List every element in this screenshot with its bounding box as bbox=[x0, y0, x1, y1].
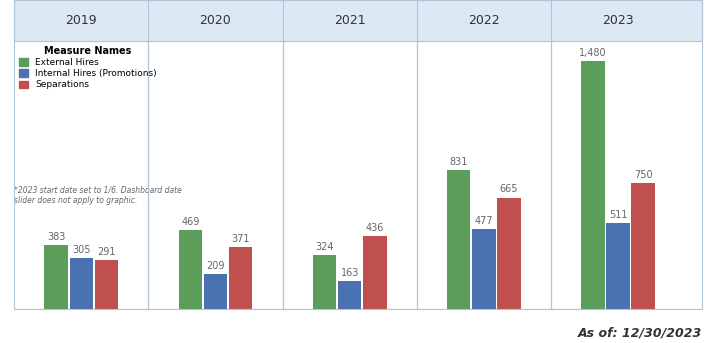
Text: 383: 383 bbox=[47, 232, 65, 242]
Bar bbox=[606, 223, 630, 309]
Bar bbox=[497, 198, 520, 309]
Bar bbox=[363, 236, 386, 309]
Bar bbox=[338, 282, 362, 309]
Bar bbox=[229, 247, 252, 309]
Text: 2023: 2023 bbox=[602, 14, 634, 27]
Text: 750: 750 bbox=[634, 170, 652, 180]
Bar bbox=[581, 61, 605, 309]
Bar bbox=[632, 183, 655, 309]
Bar bbox=[447, 170, 471, 309]
Bar bbox=[179, 230, 202, 309]
Bar bbox=[472, 229, 496, 309]
Text: 291: 291 bbox=[97, 247, 116, 257]
Text: 2021: 2021 bbox=[334, 14, 365, 27]
Text: 2022: 2022 bbox=[468, 14, 500, 27]
Text: 371: 371 bbox=[231, 234, 250, 244]
Text: 436: 436 bbox=[366, 223, 384, 233]
Bar bbox=[69, 258, 93, 309]
Text: *2023 start date set to 1/6. Dashboard date
slider does not apply to graphic.: *2023 start date set to 1/6. Dashboard d… bbox=[14, 186, 182, 205]
Text: 665: 665 bbox=[500, 185, 518, 194]
Bar bbox=[313, 255, 336, 309]
Text: 209: 209 bbox=[206, 261, 225, 271]
Text: 469: 469 bbox=[181, 217, 199, 227]
Text: As of: 12/30/2023: As of: 12/30/2023 bbox=[578, 327, 702, 340]
Bar bbox=[95, 260, 118, 309]
Text: 163: 163 bbox=[340, 269, 359, 279]
Text: 831: 831 bbox=[450, 157, 468, 167]
Bar bbox=[203, 274, 227, 309]
Text: 1,480: 1,480 bbox=[579, 48, 607, 58]
Text: 324: 324 bbox=[316, 241, 334, 251]
Legend: External Hires, Internal Hires (Promotions), Separations: External Hires, Internal Hires (Promotio… bbox=[18, 46, 157, 90]
Text: 511: 511 bbox=[609, 210, 627, 220]
Text: 477: 477 bbox=[474, 216, 493, 226]
Text: 2020: 2020 bbox=[200, 14, 231, 27]
Bar bbox=[45, 245, 68, 309]
Text: 305: 305 bbox=[72, 245, 91, 255]
Text: 2019: 2019 bbox=[65, 14, 97, 27]
